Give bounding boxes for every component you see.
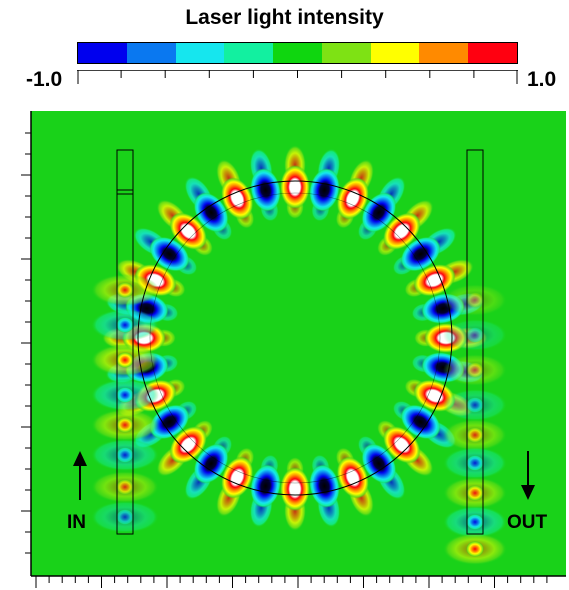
- field-lobe-core: [361, 443, 397, 484]
- field-lobe-core: [149, 236, 190, 272]
- field-lobe-core: [250, 168, 281, 212]
- input-arrow: [73, 451, 87, 500]
- output-arrow: [521, 451, 535, 500]
- waveguide-structure: [116, 149, 484, 535]
- output-bus-field-core: [466, 327, 484, 343]
- colorbar-swatch: [468, 43, 518, 63]
- field-lobe-core: [382, 425, 421, 464]
- field-lobe-core: [250, 464, 281, 508]
- output-bus-field-core: [466, 397, 484, 413]
- field-lobes: [91, 145, 507, 565]
- colorbar-swatch: [126, 43, 176, 63]
- input-bus-field-core: [116, 352, 134, 368]
- field-lobe-core: [169, 425, 208, 464]
- field-lobe-core: [309, 168, 340, 212]
- output-bus-field-core: [466, 455, 484, 471]
- ring-waveguide-inner: [149, 192, 441, 484]
- field-lobe-core: [169, 212, 208, 251]
- field-lobe-core: [400, 404, 441, 440]
- field-axes: [21, 111, 566, 588]
- input-bus-field-core: [116, 509, 134, 525]
- colorbar-swatch: [321, 43, 371, 63]
- output-bus-field-core: [466, 541, 484, 557]
- colorbar: [77, 42, 518, 64]
- colorbar-title: Laser light intensity: [185, 6, 384, 29]
- output-bus-field-core: [466, 427, 484, 443]
- field-lobe-core: [400, 236, 441, 272]
- field-lobe-core: [361, 192, 397, 233]
- output-bus-field-core: [466, 514, 484, 530]
- output-bus-field-core: [466, 485, 484, 501]
- colorbar-swatch: [273, 43, 322, 63]
- input-bus-waveguide: [116, 149, 134, 535]
- colorbar-swatch: [370, 43, 420, 63]
- field-lobe-core: [149, 404, 190, 440]
- input-bus-field-core: [116, 387, 134, 403]
- output-bus-field-core: [466, 362, 484, 378]
- input-bus-field-core: [116, 317, 134, 333]
- colorbar-swatch: [224, 43, 274, 63]
- colorbar-ticks: [77, 70, 518, 84]
- ring-waveguide-outer: [137, 180, 453, 496]
- output-bus-waveguide: [466, 149, 484, 535]
- input-bus-field-core: [116, 447, 134, 463]
- input-bus-field-core: [116, 282, 134, 298]
- input-bus-field-core: [116, 417, 134, 433]
- colorbar-swatch: [78, 43, 127, 63]
- output-label: OUT: [507, 512, 548, 533]
- input-label: IN: [67, 512, 86, 533]
- colorbar-swatch: [419, 43, 469, 63]
- field-lobe-core: [193, 443, 229, 484]
- output-bus-field-core: [466, 292, 484, 308]
- field-lobe-core: [382, 212, 421, 251]
- field-lobe-core: [309, 464, 340, 508]
- colorbar-swatch: [175, 43, 225, 63]
- colorbar-max-label: 1.0: [527, 68, 557, 91]
- input-bus-field-core: [116, 479, 134, 495]
- field-lobe-core: [280, 165, 310, 209]
- field-lobe-core: [280, 467, 310, 511]
- field-lobe-core: [193, 192, 229, 233]
- colorbar-min-label: -1.0: [26, 68, 63, 91]
